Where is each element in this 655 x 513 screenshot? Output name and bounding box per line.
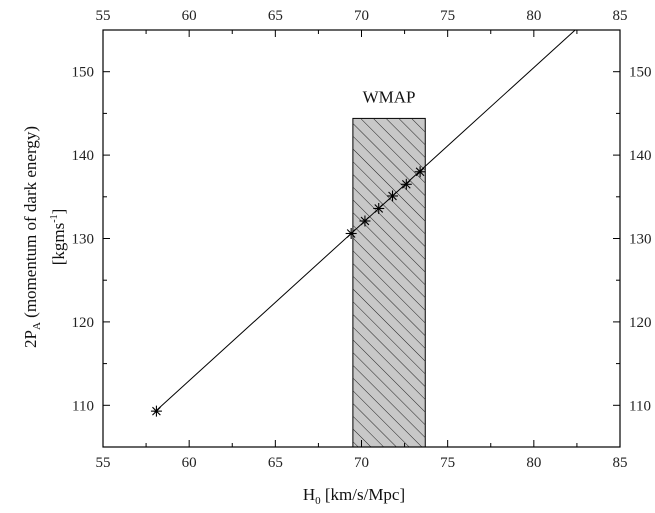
y-axis-label-sub: A (31, 322, 43, 330)
y-tick-labels-right: 110 120 130 140 150 (629, 65, 652, 415)
data-point (373, 202, 385, 214)
y-axis-unit-post: ] (49, 209, 68, 215)
y-tick-label-left: 150 (72, 65, 95, 81)
x-tick-label-bottom: 80 (526, 455, 541, 471)
y-tick-label-right: 130 (629, 232, 652, 248)
x-tick-label-top: 70 (354, 8, 369, 24)
y-tick-label-left: 130 (72, 232, 95, 248)
wmap-band (352, 117, 426, 448)
x-tick-labels-top: 55 60 65 70 75 80 85 (96, 8, 628, 24)
data-point (400, 178, 412, 190)
data-point (150, 405, 162, 417)
y-tick-labels-left: 110 120 130 140 150 (72, 65, 95, 415)
x-tick-label-bottom: 65 (268, 455, 283, 471)
svg-text:[kgms-1]: [kgms-1] (49, 209, 68, 266)
x-axis-label-main: H (303, 485, 315, 504)
data-point (387, 190, 399, 202)
data-point (345, 227, 357, 239)
y-tick-label-right: 140 (629, 148, 652, 164)
data-point (414, 166, 426, 178)
axis-ticks (102, 29, 621, 448)
x-tick-label-top: 85 (613, 8, 628, 24)
y-axis-unit-pre: [kgms (49, 223, 68, 266)
y-axis-label: 2PA (momentum of dark energy) [kgms-1] (21, 126, 68, 348)
y-tick-label-left: 120 (72, 315, 95, 331)
x-axis-label-rest: [km/s/Mpc] (321, 485, 406, 504)
x-tick-label-bottom: 75 (440, 455, 455, 471)
y-axis-label-rest: (momentum of dark energy) (21, 126, 40, 322)
x-tick-labels-bottom: 55 60 65 70 75 80 85 (96, 455, 628, 471)
y-axis-unit-sup: -1 (49, 214, 60, 222)
x-tick-label-bottom: 60 (182, 455, 197, 471)
y-tick-label-right: 110 (629, 398, 651, 414)
x-tick-label-top: 65 (268, 8, 283, 24)
y-tick-label-right: 150 (629, 65, 652, 81)
x-tick-label-bottom: 55 (96, 455, 111, 471)
y-tick-label-left: 140 (72, 148, 95, 164)
y-tick-label-right: 120 (629, 315, 652, 331)
x-tick-label-bottom: 85 (613, 455, 628, 471)
x-tick-label-top: 75 (440, 8, 455, 24)
wmap-band-hatch (352, 118, 426, 448)
x-tick-label-top: 55 (96, 8, 111, 24)
x-axis-label-sub: 0 (315, 495, 321, 507)
y-tick-label-left: 110 (72, 398, 94, 414)
data-points (150, 166, 426, 417)
x-tick-label-top: 60 (182, 8, 197, 24)
data-point (359, 215, 371, 227)
x-tick-label-top: 80 (526, 8, 541, 24)
svg-text:2PA (momentum of dark energy): 2PA (momentum of dark energy) (21, 126, 43, 348)
x-axis-label: H0 [km/s/Mpc] (303, 485, 405, 507)
wmap-label: WMAP (363, 87, 416, 106)
x-tick-label-bottom: 70 (354, 455, 369, 471)
y-axis-label-main: 2P (21, 330, 40, 348)
